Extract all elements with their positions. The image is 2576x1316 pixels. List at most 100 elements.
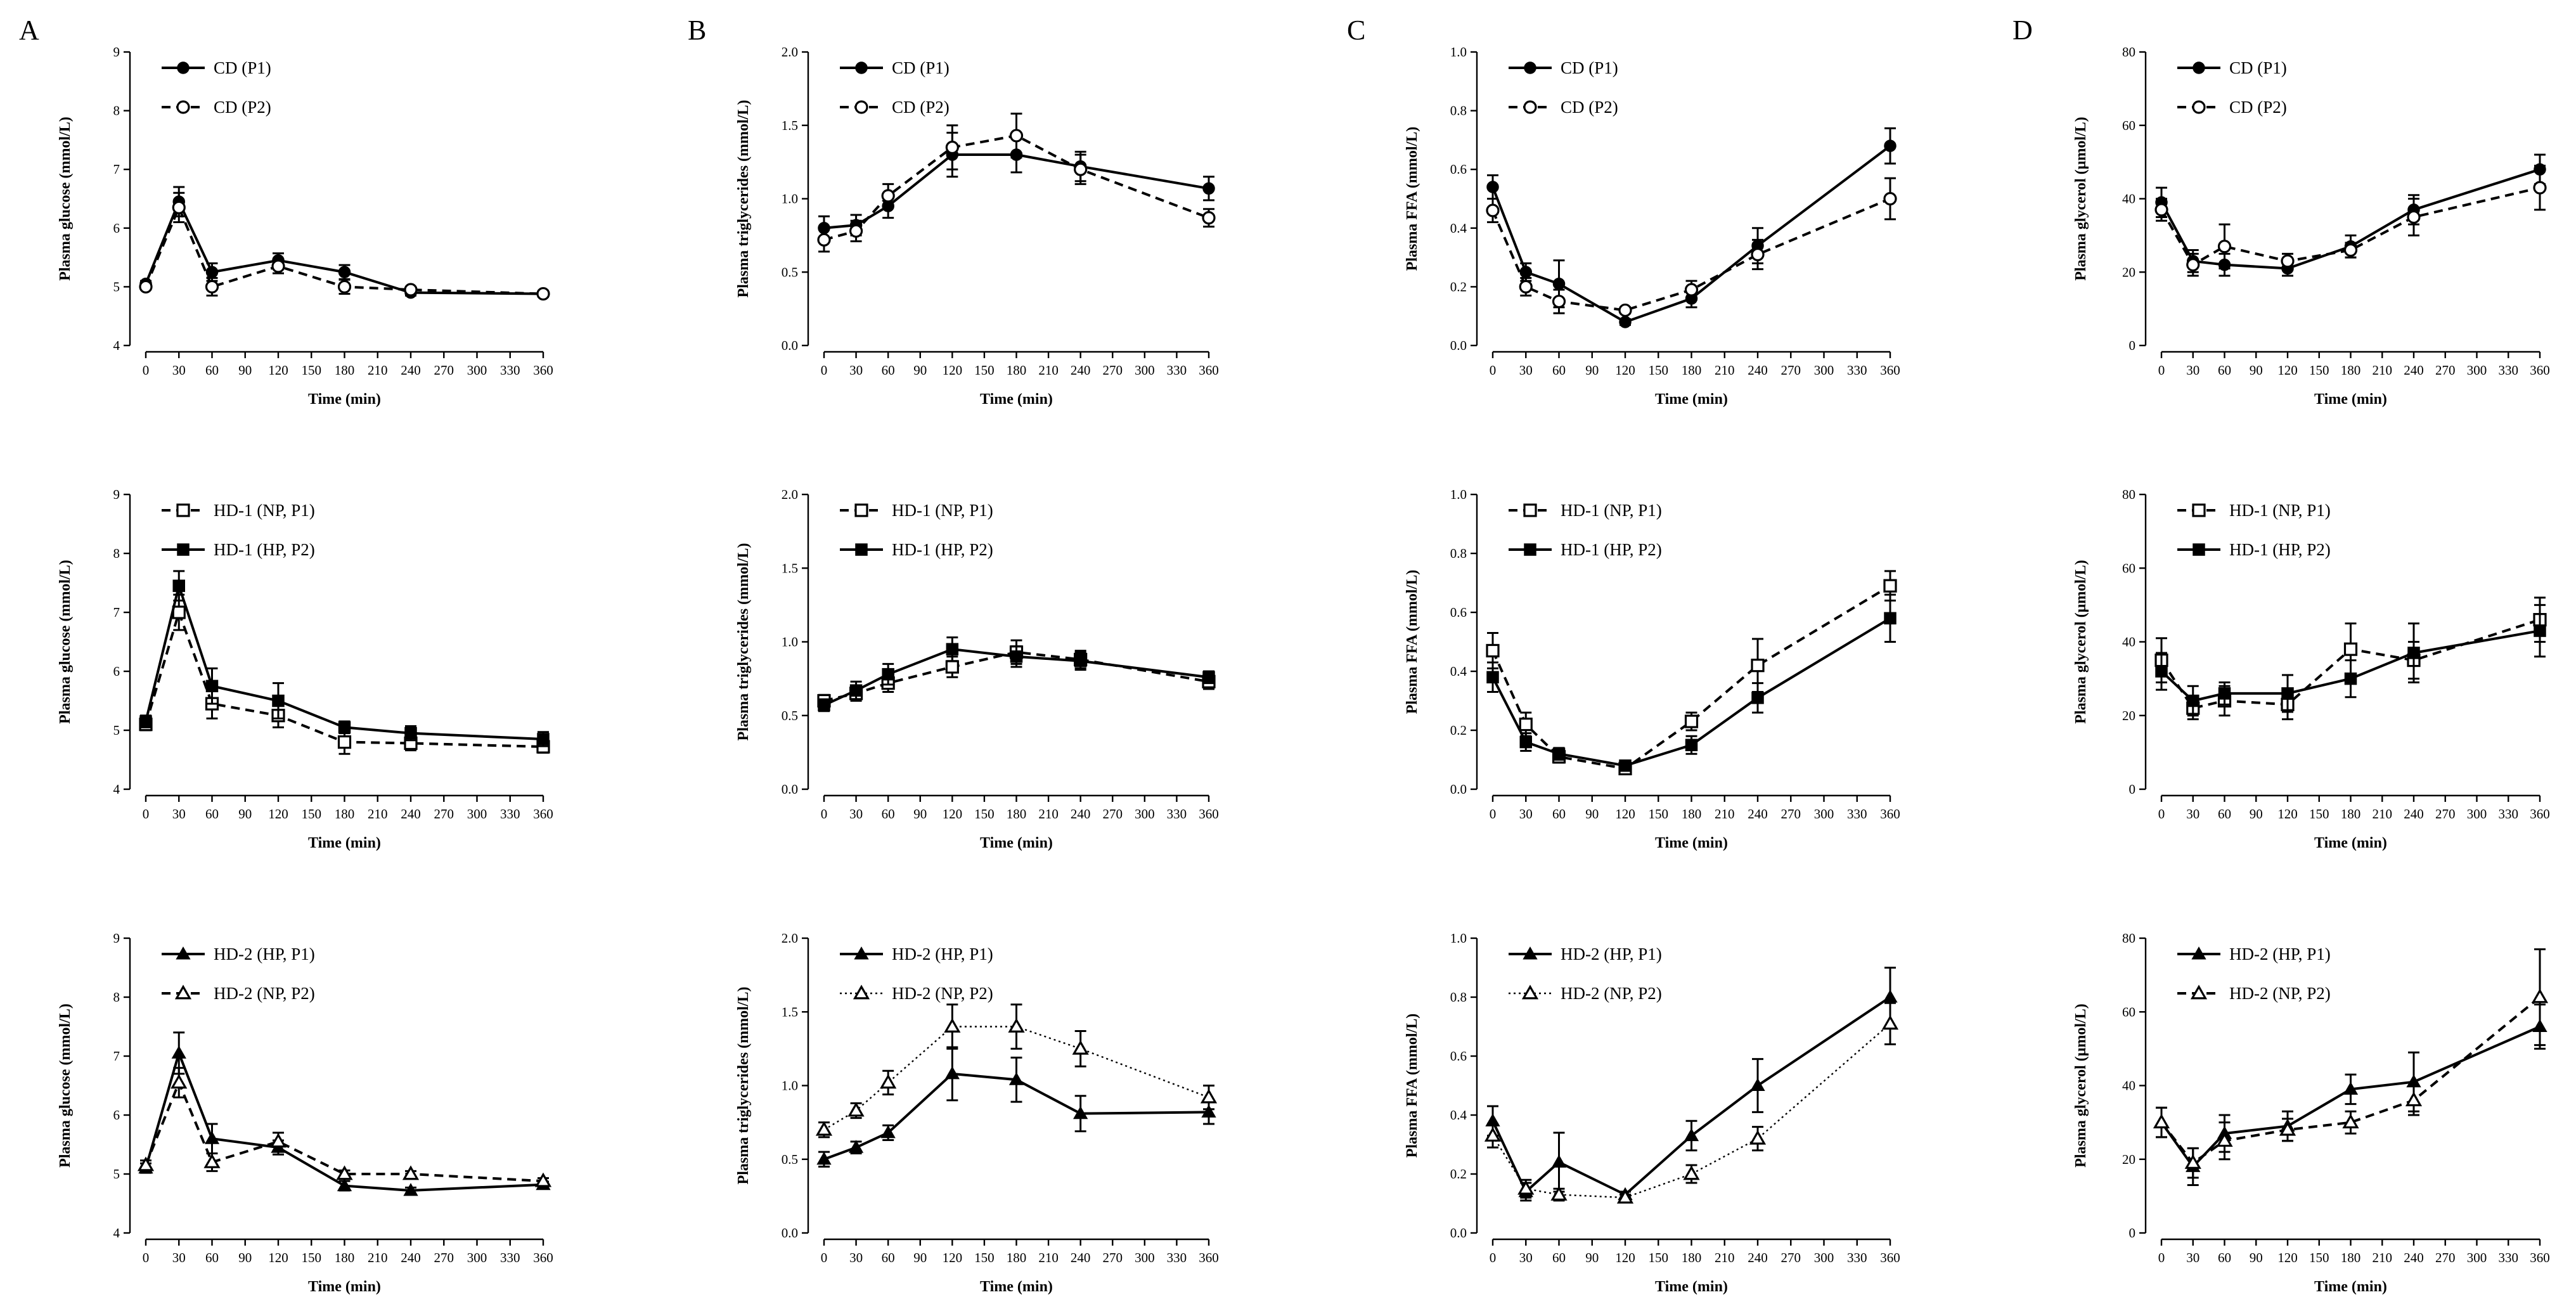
- legend-label: CD (P1): [1561, 58, 1618, 77]
- data-point: [2407, 647, 2420, 659]
- data-point: [1486, 643, 1500, 658]
- data-point: [336, 1165, 353, 1180]
- x-tick-label: 0: [1490, 806, 1497, 822]
- y-axis-label: Plasma triglycerides (mmol/L): [735, 543, 752, 741]
- data-point: [2407, 210, 2421, 224]
- data-point: [848, 1140, 864, 1153]
- y-tick-label: 0.5: [782, 708, 798, 723]
- series-filled-square: [818, 636, 1215, 713]
- data-point: [1202, 671, 1215, 684]
- x-tick-label: 300: [2467, 363, 2487, 378]
- x-tick-label: 30: [172, 363, 186, 378]
- data-point: [337, 1178, 352, 1192]
- x-tick-label: 0: [821, 363, 828, 378]
- data-point: [1486, 671, 1499, 684]
- data-point: [944, 1017, 961, 1033]
- legend-label: CD (P1): [214, 58, 271, 77]
- x-tick-label: 120: [943, 806, 963, 822]
- data-point: [2186, 258, 2200, 272]
- y-tick-label: 80: [2122, 44, 2135, 60]
- legend-marker: [854, 100, 868, 114]
- legend-label: HD-1 (NP, P1): [2229, 501, 2331, 520]
- x-tick-label: 240: [1748, 1250, 1768, 1265]
- series-open-circle: [1486, 177, 1897, 318]
- legend-label: HD-2 (NP, P2): [2229, 984, 2331, 1003]
- legend-label: HD-1 (NP, P1): [1561, 501, 1662, 520]
- y-tick-label: 0.4: [1450, 664, 1467, 679]
- data-point: [1201, 1104, 1216, 1118]
- data-point: [2217, 240, 2232, 254]
- y-axis-label: Plasma FFA (mmol/L): [1404, 570, 1420, 714]
- data-point: [2343, 243, 2358, 257]
- x-axis-label: Time (min): [1655, 835, 1728, 851]
- legend-label: CD (P1): [2229, 58, 2287, 77]
- x-tick-label: 150: [302, 806, 322, 822]
- x-tick-label: 240: [1071, 1250, 1091, 1265]
- data-point: [1750, 1078, 1765, 1092]
- legend-marker: [855, 61, 868, 74]
- legend-label: HD-1 (HP, P2): [214, 540, 315, 559]
- data-point: [882, 668, 894, 681]
- y-tick-label: 0: [2129, 1225, 2136, 1241]
- data-point: [1552, 294, 1566, 309]
- x-tick-label: 240: [401, 363, 421, 378]
- x-tick-label: 150: [2309, 806, 2329, 822]
- legend-label: CD (P2): [2229, 98, 2287, 117]
- data-point: [205, 680, 219, 692]
- y-tick-label: 0.0: [782, 338, 798, 353]
- x-tick-label: 330: [500, 363, 520, 378]
- legend-marker: [177, 543, 190, 556]
- legend-label: HD-2 (HP, P1): [2229, 945, 2331, 964]
- x-tick-label: 210: [1715, 806, 1735, 822]
- x-tick-label: 330: [2499, 1250, 2519, 1265]
- series-open-triangle: [137, 1067, 552, 1187]
- x-tick-label: 180: [1682, 1250, 1702, 1265]
- data-point: [272, 694, 285, 707]
- x-tick-label: 330: [1167, 806, 1187, 822]
- y-axis-label: Plasma glucose (mmol/L): [57, 560, 74, 724]
- chart-d-1: 0 20 40 60 80 0 30 60 90 120 150 180 210 240 270 300 330…: [2073, 44, 2550, 408]
- data-point: [1619, 759, 1632, 772]
- x-tick-label: 330: [1847, 363, 1867, 378]
- x-tick-label: 180: [335, 363, 355, 378]
- legend-marker: [1523, 100, 1537, 114]
- data-point: [1684, 714, 1699, 728]
- legend-label: HD-2 (HP, P1): [214, 945, 315, 964]
- data-point: [1884, 139, 1897, 152]
- data-point: [171, 1074, 188, 1089]
- y-tick-label: 0.8: [1450, 546, 1467, 561]
- y-tick-label: 2.0: [782, 931, 798, 946]
- legend-marker: [1523, 503, 1537, 517]
- data-point: [1519, 735, 1532, 749]
- x-tick-label: 180: [2341, 363, 2361, 378]
- x-tick-label: 30: [2186, 363, 2199, 378]
- data-point: [537, 733, 550, 745]
- x-tick-label: 120: [1615, 363, 1635, 378]
- data-point: [1552, 747, 1566, 760]
- x-tick-label: 90: [238, 806, 252, 822]
- legend-marker: [1521, 984, 1539, 1000]
- data-point: [338, 266, 351, 278]
- y-tick-label: 1.5: [782, 560, 798, 576]
- x-tick-label: 30: [849, 1250, 863, 1265]
- legend-marker: [853, 984, 870, 1000]
- x-tick-label: 330: [1167, 1250, 1187, 1265]
- y-tick-label: 20: [2122, 1152, 2135, 1167]
- data-point: [1202, 210, 1216, 225]
- legend-marker: [176, 100, 190, 114]
- x-tick-label: 150: [302, 1250, 322, 1265]
- x-axis-label: Time (min): [308, 391, 381, 408]
- y-tick-label: 0.5: [782, 1152, 798, 1167]
- y-tick-label: 0.6: [1450, 1048, 1467, 1064]
- data-point: [1200, 1088, 1218, 1104]
- data-point: [880, 1125, 896, 1139]
- x-tick-label: 270: [434, 363, 454, 378]
- data-point: [1683, 1165, 1700, 1180]
- legend-label: HD-2 (NP, P2): [214, 984, 315, 1003]
- chart-b-3: 0.0 0.5 1.0 1.5 2.0 0 30 60 90 120 150 180 210 240 270…: [735, 931, 1219, 1295]
- data-point: [2343, 642, 2358, 656]
- x-tick-label: 300: [2467, 1250, 2487, 1265]
- data-point: [1009, 129, 1024, 143]
- data-point: [1008, 1017, 1025, 1033]
